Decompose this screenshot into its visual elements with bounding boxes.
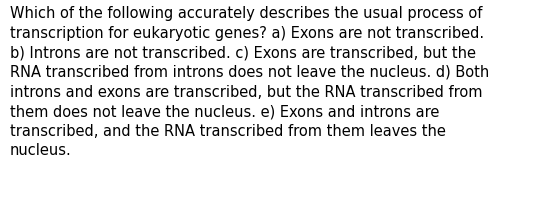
- Text: Which of the following accurately describes the usual process of
transcription f: Which of the following accurately descri…: [10, 6, 489, 158]
